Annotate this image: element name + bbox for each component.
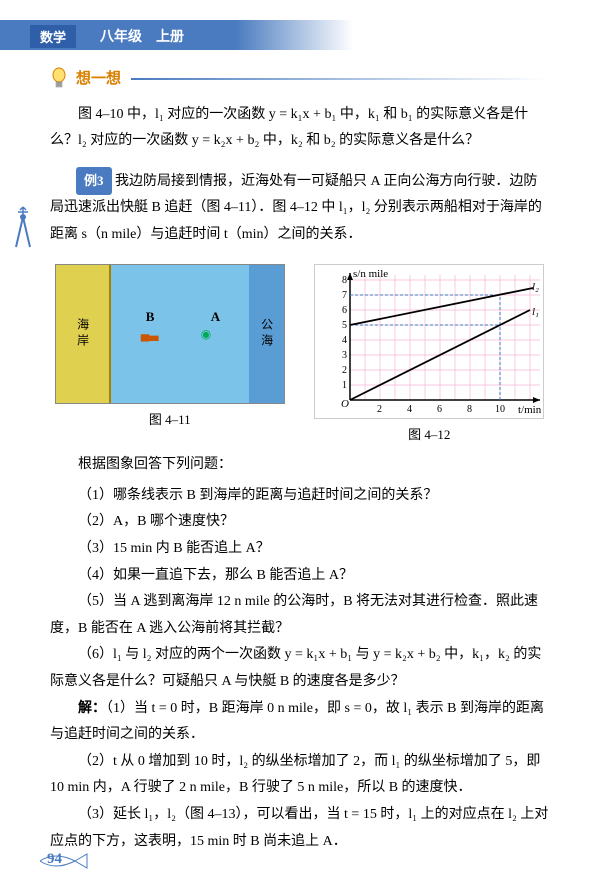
figure-2: s/n mile t/min O 1 2 3 4 5 6 7 8 2 4 6 8 10 l₁… — [314, 264, 544, 448]
ship-a-label: A — [211, 305, 220, 330]
svg-text:10: 10 — [495, 404, 505, 415]
question-6: （6）l₁ 与 l₂ 对应的两个一次函数 y = k₁x + b₁ 与 y = … — [50, 642, 549, 695]
lightbulb-icon — [50, 67, 68, 91]
think-underline — [131, 78, 549, 80]
think-paragraph: 图 4–10 中，l₁ 对应的一次函数 y = k₁x + b₁ 中，k₁ 和 … — [50, 102, 549, 155]
svg-text:l₂: l₂ — [532, 281, 539, 293]
page-content: 想一想 图 4–10 中，l₁ 对应的一次函数 y = k₁x + b₁ 中，k… — [0, 50, 589, 865]
ship-b-icon: ▄▃ — [141, 323, 159, 346]
svg-text:6: 6 — [342, 305, 347, 316]
coast-area: 海岸 — [56, 265, 111, 403]
line-chart: s/n mile t/min O 1 2 3 4 5 6 7 8 2 4 6 8 10 l₁… — [314, 264, 544, 419]
svg-text:l₁: l₁ — [532, 306, 539, 318]
svg-text:4: 4 — [407, 404, 412, 415]
svg-text:8: 8 — [467, 404, 472, 415]
think-title: 想一想 — [76, 65, 121, 94]
svg-text:3: 3 — [342, 350, 347, 361]
coast-label: 海岸 — [71, 318, 94, 350]
svg-text:2: 2 — [377, 404, 382, 415]
solution-label: 解： — [78, 701, 106, 716]
svg-text:4: 4 — [342, 335, 347, 346]
question-1: （1）哪条线表示 B 到海岸的距离与追赶时间之间的关系？ — [50, 483, 549, 510]
questions-list: （1）哪条线表示 B 到海岸的距离与追赶时间之间的关系？ （2）A，B 哪个速度… — [50, 483, 549, 696]
y-label: s/n mile — [353, 268, 388, 280]
think-section: 想一想 — [50, 65, 549, 94]
fish-icon — [35, 846, 95, 876]
example-badge: 例3 — [76, 167, 112, 196]
compass-icon — [8, 205, 38, 250]
header-bar: 数学 八年级 上册 — [0, 20, 589, 50]
open-sea-area: 公海 — [249, 265, 284, 403]
solution-2: （2）t 从 0 增加到 10 时，l₂ 的纵坐标增加了 2，而 l₁ 的纵坐标… — [50, 749, 549, 802]
svg-text:1: 1 — [342, 380, 347, 391]
svg-text:O: O — [341, 398, 349, 410]
figure-1: 海岸 公海 B ▄▃ A ◉ 图 4–11 — [55, 264, 285, 448]
solution-3: （3）延长 l₁，l₂（图 4–13），可以看出，当 t = 15 时，l₁ 上… — [50, 802, 549, 855]
x-label: t/min — [518, 404, 542, 416]
solution-1: 解：（1）当 t = 0 时，B 距海岸 0 n mile，即 s = 0，故 … — [50, 696, 549, 749]
sea-illustration: 海岸 公海 B ▄▃ A ◉ — [55, 264, 285, 404]
open-sea-label: 公海 — [255, 318, 278, 350]
page-footer: 94 — [35, 846, 85, 874]
solution-block: 解：（1）当 t = 0 时，B 距海岸 0 n mile，即 s = 0，故 … — [50, 696, 549, 856]
question-2: （2）A，B 哪个速度快？ — [50, 509, 549, 536]
svg-text:2: 2 — [342, 365, 347, 376]
figures-row: 海岸 公海 B ▄▃ A ◉ 图 4–11 — [50, 264, 549, 448]
chart-svg: s/n mile t/min O 1 2 3 4 5 6 7 8 2 4 6 8 10 l₁… — [315, 265, 545, 420]
svg-text:8: 8 — [342, 275, 347, 286]
example-text: 我边防局接到情报，近海处有一可疑船只 A 正向公海方向行驶．边防局迅速派出快艇 … — [50, 174, 542, 242]
svg-text:7: 7 — [342, 290, 347, 301]
figure-1-caption: 图 4–11 — [55, 408, 285, 433]
page-number: 94 — [47, 851, 62, 868]
figure-2-caption: 图 4–12 — [314, 423, 544, 448]
example-paragraph: 例3 我边防局接到情报，近海处有一可疑船只 A 正向公海方向行驶．边防局迅速派出… — [50, 167, 549, 249]
question-4: （4）如果一直追下去，那么 B 能否追上 A？ — [50, 563, 549, 590]
ship-a-icon: ◉ — [201, 323, 211, 346]
questions-intro: 根据图象回答下列问题： — [50, 452, 549, 479]
svg-text:5: 5 — [342, 320, 347, 331]
subject-label: 数学 — [30, 25, 76, 48]
grade-text: 八年级 上册 — [100, 26, 184, 46]
question-5: （5）当 A 逃到离海岸 12 n mile 的公海时，B 将无法对其进行检查．… — [50, 589, 549, 642]
question-3: （3）15 min 内 B 能否追上 A？ — [50, 536, 549, 563]
svg-text:6: 6 — [437, 404, 442, 415]
